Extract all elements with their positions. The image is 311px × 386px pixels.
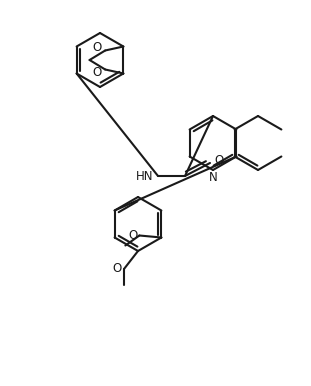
Text: N: N: [209, 171, 217, 184]
Text: O: O: [113, 262, 122, 276]
Text: O: O: [92, 41, 101, 54]
Text: O: O: [214, 154, 223, 168]
Text: O: O: [128, 229, 137, 242]
Text: O: O: [92, 66, 101, 79]
Text: HN: HN: [136, 169, 153, 183]
